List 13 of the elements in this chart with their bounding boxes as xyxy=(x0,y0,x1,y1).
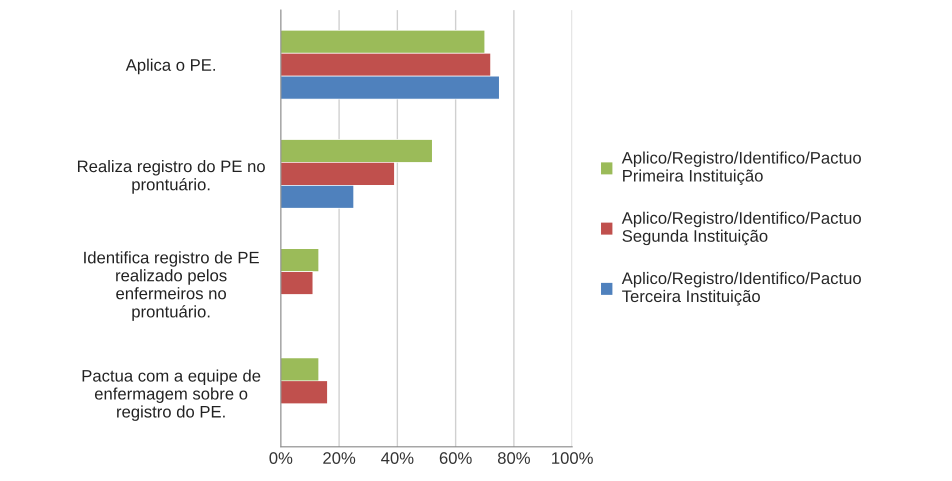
legend-label: Aplico/Registro/Identifico/Pactuo Primeira Instituição xyxy=(622,151,861,186)
y-tick-label: Aplica o PE. xyxy=(126,58,215,74)
legend-label: Aplico/Registro/Identifico/Pactuo Segunda Instituição xyxy=(622,212,861,246)
x-tick-label: 80% xyxy=(498,452,530,464)
y-tick-label: Pactua com a equipe de enfermagem sobre o registro do PE. xyxy=(82,369,260,421)
x-tick-label: 60% xyxy=(440,452,472,464)
legend-label: Aplico/Registro/Identifico/Pactuo Terceira Instituição xyxy=(622,272,861,306)
x-tick-label: 0% xyxy=(269,452,292,464)
x-tick-label: 40% xyxy=(381,452,414,464)
y-tick-label: Identifica registro de PE realizado pelos enfermeiros no prontuário. xyxy=(84,251,259,321)
x-tick-label: 100% xyxy=(552,452,593,464)
x-tick-label: 20% xyxy=(323,452,356,464)
y-tick-label: Realiza registro do PE no prontuário. xyxy=(78,160,265,194)
